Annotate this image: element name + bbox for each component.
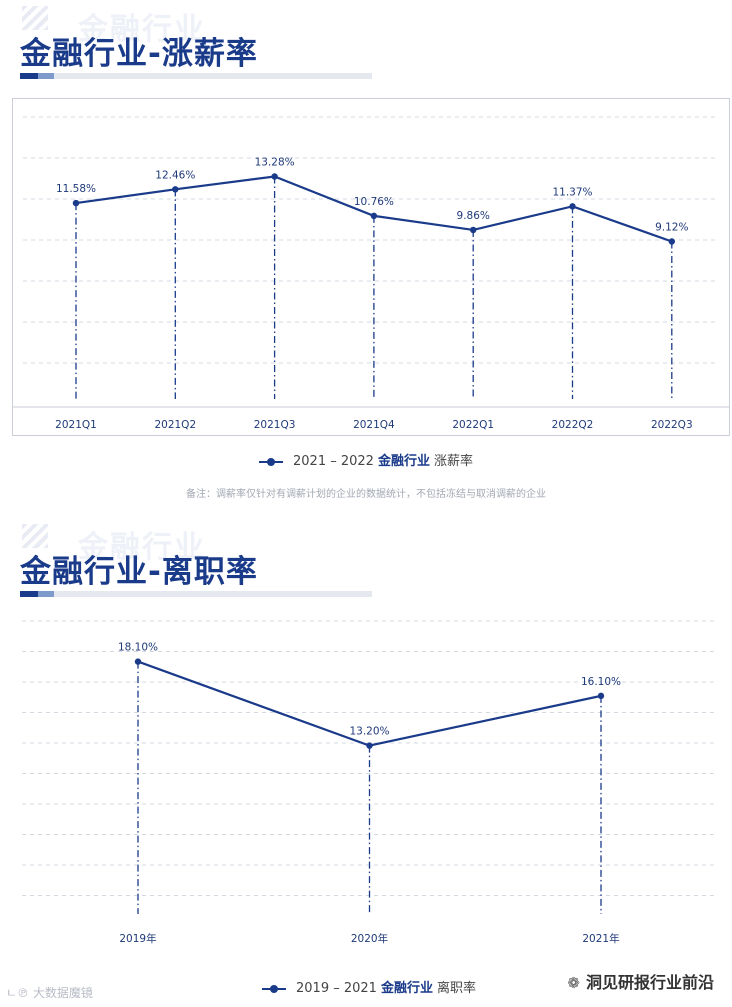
data-point (470, 226, 477, 234)
data-label: 16.10% (581, 676, 621, 688)
data-label: 11.37% (552, 186, 592, 198)
x-tick-label: 2021Q1 (55, 419, 97, 431)
data-label: 11.58% (56, 183, 96, 195)
wechat-icon: ❁ (567, 974, 580, 992)
x-tick-label: 2021年 (582, 932, 619, 945)
x-tick-label: 2021Q3 (254, 419, 296, 431)
data-point (271, 173, 278, 180)
decorative-stripes (22, 524, 48, 548)
data-point (668, 238, 675, 245)
chart-legend: 2021 – 2022 金融行业 涨薪率 (0, 450, 732, 469)
x-tick-label: 2022Q3 (651, 419, 693, 431)
turnover-section: 金融行业 金融行业-离职率 18.10% 13.20% 16.10% 2019年 202… (0, 518, 732, 1007)
salary-increase-svg: 11.58% 12.46% 13.28% 10.76% 9.86% 11.37% 9.12%… (13, 116, 729, 431)
data-point (172, 186, 179, 193)
turnover-chart: 18.10% 13.20% 16.10% 2019年 2020年 2021年 (12, 614, 730, 954)
x-tick-label: 2021Q4 (353, 419, 395, 431)
data-label: 13.20% (349, 726, 389, 738)
legend-metric: 离职率 (436, 981, 476, 996)
data-label: 10.76% (354, 196, 394, 208)
data-label: 18.10% (118, 642, 158, 654)
data-point (366, 742, 373, 749)
x-tick-label: 2022Q1 (452, 419, 494, 431)
corner-watermark: ㄴ℗ 大数据魔镜 (6, 986, 93, 1000)
data-point (597, 692, 605, 700)
data-point (134, 658, 142, 665)
x-tick-label: 2020年 (351, 932, 388, 945)
title-underline (20, 591, 372, 597)
brand-signature: ❁ 洞见研报行业前沿 (567, 969, 714, 993)
legend-line-marker-icon (262, 983, 286, 995)
title-watermark: 金融行业 (78, 12, 206, 47)
data-label: 12.46% (155, 169, 195, 181)
salary-increase-section: 金融行业 金融行业-涨薪率 11.58% 12.46% 13.28% 10.76% 9.… (0, 6, 732, 500)
legend-range: 2019 – 2021 (296, 981, 377, 996)
salary-increase-chart: 11.58% 12.46% 13.28% 10.76% 9.86% 11.37% 9.12%… (12, 98, 730, 436)
legend-industry: 金融行业 (380, 981, 433, 996)
data-label: 9.12% (655, 222, 688, 234)
turnover-svg: 18.10% 13.20% 16.10% 2019年 2020年 2021年 (22, 620, 718, 945)
title-watermark: 金融行业 (78, 530, 206, 565)
title-underline (20, 73, 372, 79)
legend-industry: 金融行业 (377, 454, 430, 469)
legend-range: 2021 – 2022 (293, 454, 374, 469)
data-point (72, 199, 80, 207)
page-title: 金融行业-离职率 (20, 554, 258, 590)
data-label: 9.86% (457, 210, 490, 222)
legend-metric: 涨薪率 (433, 454, 473, 469)
page-title: 金融行业-涨薪率 (20, 36, 258, 72)
data-point (370, 212, 378, 220)
x-tick-label: 2022Q2 (552, 419, 594, 431)
x-tick-label: 2019年 (119, 932, 156, 945)
x-tick-label: 2021Q2 (154, 419, 196, 431)
data-label: 13.28% (255, 157, 295, 169)
chart-legend: 2019 – 2021 金融行业 离职率 (262, 977, 476, 996)
brand-name: 洞见研报行业前沿 (585, 973, 714, 992)
footnote: 备注：调薪率仅针对有调薪计划的企业的数据统计，不包括冻结与取消调薪的企业 (186, 489, 546, 500)
legend-line-marker-icon (259, 456, 284, 468)
decorative-stripes (22, 6, 48, 30)
data-point (569, 203, 576, 210)
